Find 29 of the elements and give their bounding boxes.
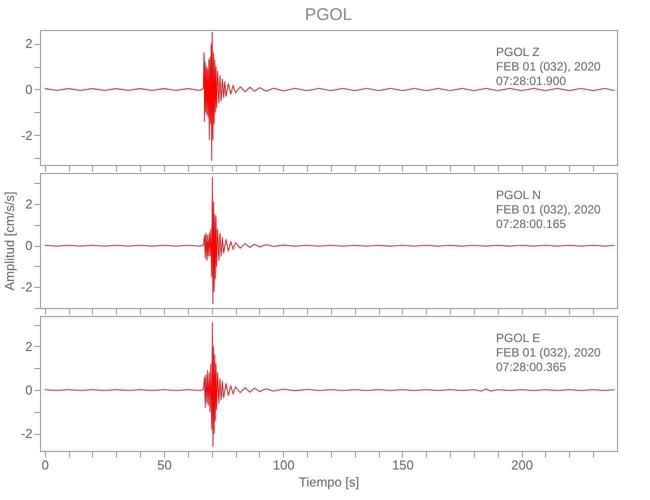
y-tick-label: -2 xyxy=(20,128,32,143)
annotation: 07:28:01.900 xyxy=(496,74,566,88)
x-tick-label: 50 xyxy=(157,458,172,472)
x-tick-label: 0 xyxy=(42,458,49,472)
x-tick-label: 200 xyxy=(511,458,533,472)
x-tick-label: 150 xyxy=(392,458,414,472)
annotation: FEB 01 (032), 2020 xyxy=(496,60,602,74)
annotation: PGOL N xyxy=(496,188,541,202)
y-tick-label: 0 xyxy=(25,82,32,97)
annotation: FEB 01 (032), 2020 xyxy=(496,202,602,216)
annotation: 07:28:00.165 xyxy=(496,217,566,231)
annotation: FEB 01 (032), 2020 xyxy=(496,346,602,360)
annotation: PGOL Z xyxy=(496,45,540,59)
chart-title: PGOL xyxy=(304,5,352,24)
y-axis-title: Amplitud [cm/s/s] xyxy=(2,192,17,290)
line-series xyxy=(44,176,616,304)
y-tick-label: 0 xyxy=(25,382,32,398)
y-tick-label: -2 xyxy=(20,280,32,295)
annotation: 07:28:00.365 xyxy=(496,360,566,374)
y-tick-label: -2 xyxy=(20,426,32,442)
y-tick-label: 2 xyxy=(25,36,32,52)
y-tick-label: 2 xyxy=(25,196,32,212)
x-axis-title: Tiempo [s] xyxy=(298,474,360,490)
x-tick-label: 100 xyxy=(272,458,295,472)
line-series xyxy=(44,32,616,161)
line-series xyxy=(44,322,616,448)
y-tick-label: 0 xyxy=(25,238,32,254)
y-tick-label: 2 xyxy=(25,338,32,354)
annotation: PGOL E xyxy=(496,331,540,345)
